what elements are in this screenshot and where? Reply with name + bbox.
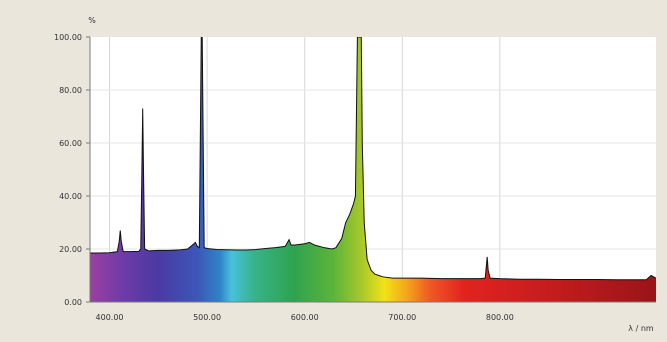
- x-tick-label: 800.00: [486, 313, 514, 322]
- y-tick-label: 0.00: [64, 298, 82, 307]
- y-tick-label: 80.00: [59, 86, 82, 95]
- grid-lines: [90, 37, 656, 302]
- y-axis-label: %: [88, 16, 96, 25]
- y-tick-label: 20.00: [59, 245, 82, 254]
- x-tick-label: 700.00: [388, 313, 416, 322]
- spectrum-line: [90, 37, 656, 281]
- tick-labels: 400.00 500.00 600.00 700.00 800.00 0.00 20.00 4…: [54, 33, 514, 322]
- y-tick-label: 60.00: [59, 139, 82, 148]
- x-axis-label: λ / nm: [628, 324, 654, 333]
- x-tick-label: 600.00: [291, 313, 319, 322]
- y-tick-label: 40.00: [59, 192, 82, 201]
- y-tick-label: 100.00: [54, 33, 82, 42]
- x-tick-label: 400.00: [96, 313, 124, 322]
- x-tick-label: 500.00: [193, 313, 221, 322]
